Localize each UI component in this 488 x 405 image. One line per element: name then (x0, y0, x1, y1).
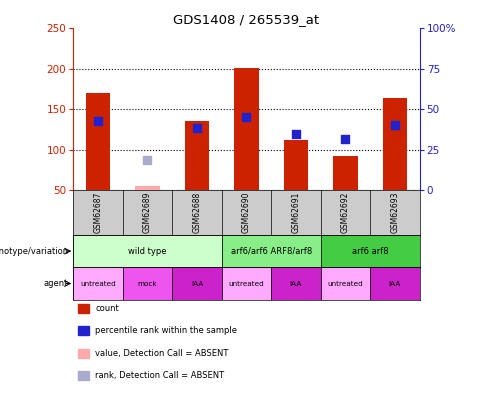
Point (143, 156, 151, 163)
Point (193, 125, 201, 131)
Text: IAA: IAA (290, 281, 302, 286)
Bar (172, 267, 222, 300)
Point (391, 122, 399, 128)
Bar (271, 267, 321, 300)
Bar (122, 267, 172, 300)
Text: IAA: IAA (389, 281, 401, 286)
Bar (234, 68, 259, 190)
Text: wild type: wild type (128, 247, 167, 256)
Point (292, 131, 300, 138)
Text: GSM62691: GSM62691 (291, 192, 301, 233)
Text: GSM62688: GSM62688 (192, 192, 202, 233)
Point (94, 117, 102, 124)
Bar (73, 235, 222, 267)
Bar (321, 235, 420, 267)
Text: value, Detection Call = ABSENT: value, Detection Call = ABSENT (95, 349, 228, 358)
Title: GDS1408 / 265539_at: GDS1408 / 265539_at (173, 13, 320, 26)
Bar (321, 267, 370, 300)
Text: agent: agent (44, 279, 68, 288)
Text: untreated: untreated (80, 281, 116, 286)
Text: count: count (95, 304, 119, 313)
Text: mock: mock (138, 281, 157, 286)
Bar (184, 122, 209, 190)
Text: GSM62687: GSM62687 (93, 192, 102, 233)
Bar (222, 235, 321, 267)
Text: GSM62692: GSM62692 (341, 192, 350, 233)
Bar (85, 93, 110, 190)
Bar (333, 156, 358, 190)
Bar (135, 186, 160, 190)
Text: GSM62690: GSM62690 (242, 192, 251, 233)
Text: IAA: IAA (191, 281, 203, 286)
Text: arf6 arf8: arf6 arf8 (352, 247, 388, 256)
Bar (370, 267, 420, 300)
Point (243, 113, 250, 120)
Bar (383, 98, 407, 190)
Bar (222, 267, 271, 300)
Text: arf6/arf6 ARF8/arf8: arf6/arf6 ARF8/arf8 (230, 247, 312, 256)
Text: GSM62693: GSM62693 (390, 192, 400, 233)
Text: genotype/variation: genotype/variation (0, 247, 68, 256)
Text: percentile rank within the sample: percentile rank within the sample (95, 326, 237, 335)
Bar (73, 267, 122, 300)
Text: rank, Detection Call = ABSENT: rank, Detection Call = ABSENT (95, 371, 224, 380)
Text: untreated: untreated (228, 281, 264, 286)
Point (342, 135, 349, 142)
Text: untreated: untreated (327, 281, 363, 286)
Bar (284, 140, 308, 190)
Text: GSM62689: GSM62689 (143, 192, 152, 233)
